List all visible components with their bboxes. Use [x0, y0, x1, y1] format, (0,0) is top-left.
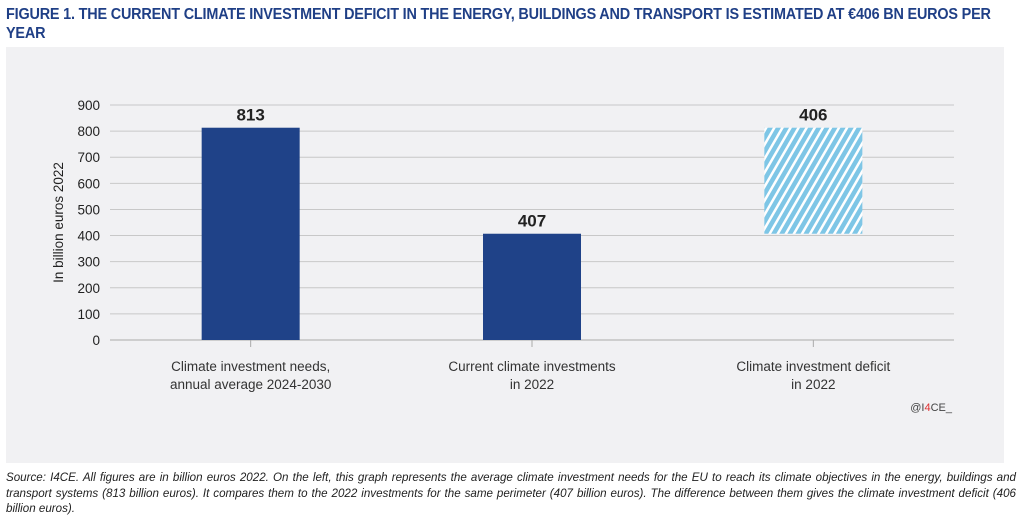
y-tick-label: 200	[77, 281, 100, 296]
x-tick-label: in 2022	[510, 377, 554, 392]
x-tick-label: annual average 2024-2030	[170, 377, 331, 392]
x-tick-label: Current climate investments	[448, 359, 616, 374]
y-tick-label: 800	[77, 124, 100, 139]
y-axis-label: In billion euros 2022	[51, 162, 66, 283]
y-tick-label: 400	[77, 229, 100, 244]
chart-panel: 0 100 200 300 400 500 600 700 800 900 In billion e…	[6, 47, 1004, 463]
y-tick-label: 700	[77, 150, 100, 165]
credit-label: @I4CE_	[910, 402, 953, 414]
bar-chart: 0 100 200 300 400 500 600 700 800 900 In billion e…	[51, 98, 954, 414]
bar	[483, 233, 581, 340]
y-tick-label: 600	[77, 176, 100, 191]
figure-title: FIGURE 1. THE CURRENT CLIMATE INVESTMENT…	[6, 6, 991, 42]
y-tick-label: 100	[77, 307, 100, 322]
y-tick-label: 300	[77, 255, 100, 270]
y-tick-label: 500	[77, 202, 100, 217]
y-tick-label: 0	[92, 333, 100, 348]
x-tick-label: in 2022	[791, 377, 835, 392]
source-caption: Source: I4CE. All figures are in billion…	[6, 471, 1016, 515]
y-tick-label: 900	[77, 98, 100, 113]
x-tick-label: Climate investment deficit	[736, 359, 890, 374]
data-label: 406	[799, 106, 827, 125]
data-label: 407	[518, 212, 546, 231]
bar	[201, 127, 300, 340]
x-tick-label: Climate investment needs,	[171, 359, 330, 374]
bar	[764, 127, 863, 234]
data-label: 813	[236, 106, 264, 125]
